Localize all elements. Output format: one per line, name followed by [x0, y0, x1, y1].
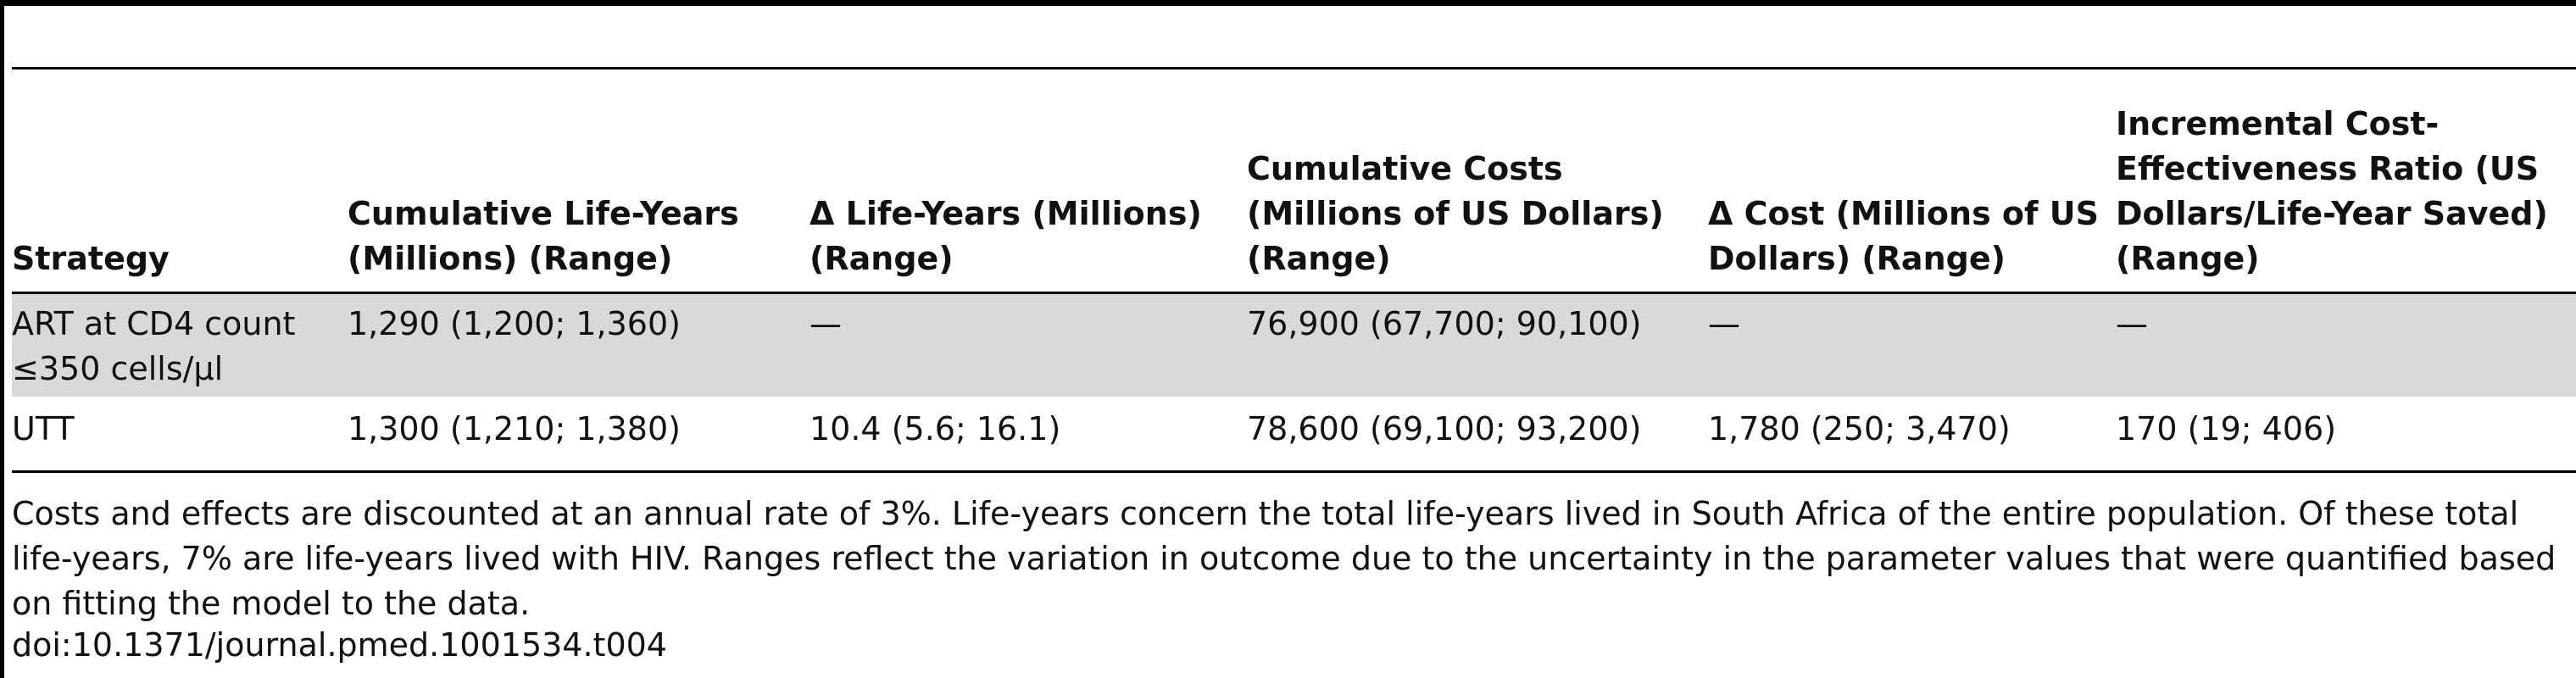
header-cumulative-costs: Cumulative Costs (Millions of US Dollars… — [1247, 150, 1664, 277]
cell-cumulative-costs: 76,900 (67,700; 90,100) — [1247, 305, 1642, 342]
table-footnote: Costs and effects are discounted at an a… — [12, 495, 2557, 622]
table-row: ART at CD4 count ≤350 cells/µl 1,290 (1,… — [12, 292, 2576, 397]
doi-label: doi:10.1371/journal.pmed.1001534.t004 — [12, 626, 667, 664]
header-strategy: Strategy — [12, 240, 170, 277]
cell-cumulative-costs: 78,600 (69,100; 93,200) — [1247, 410, 1642, 447]
header-cumulative-life-years: Cumulative Life-Years (Millions) (Range) — [348, 195, 739, 277]
cell-cumulative-life-years: 1,300 (1,210; 1,380) — [348, 410, 681, 447]
table-top-rule — [12, 67, 2576, 69]
table-bottom-rule — [12, 470, 2576, 473]
table-row: UTT 1,300 (1,210; 1,380) 10.4 (5.6; 16.1… — [12, 397, 2576, 469]
cell-icer: 170 (19; 406) — [2116, 410, 2337, 447]
header-delta-life-years: Δ Life-Years (Millions) (Range) — [810, 195, 1202, 277]
cell-strategy: UTT — [12, 410, 75, 447]
cell-delta-cost: — — [1708, 305, 1740, 342]
header-delta-cost: Δ Cost (Millions of US Dollars) (Range) — [1708, 195, 2100, 277]
cell-strategy: ART at CD4 count ≤350 cells/µl — [12, 305, 296, 387]
header-bottom-rule — [12, 292, 2576, 294]
cost-effectiveness-table: Strategy Cumulative Life-Years (Millions… — [12, 69, 2576, 469]
table-header-row: Strategy Cumulative Life-Years (Millions… — [12, 69, 2576, 292]
cell-cumulative-life-years: 1,290 (1,200; 1,360) — [348, 305, 681, 342]
header-icer: Incremental Cost-Effectiveness Ratio (US… — [2116, 105, 2548, 277]
cell-delta-life-years: — — [810, 305, 842, 342]
cell-delta-cost: 1,780 (250; 3,470) — [1708, 410, 2011, 447]
left-border-rule — [0, 0, 4, 678]
top-border-rule — [0, 0, 2576, 6]
cell-icer: — — [2116, 305, 2148, 342]
cell-delta-life-years: 10.4 (5.6; 16.1) — [810, 410, 1061, 447]
